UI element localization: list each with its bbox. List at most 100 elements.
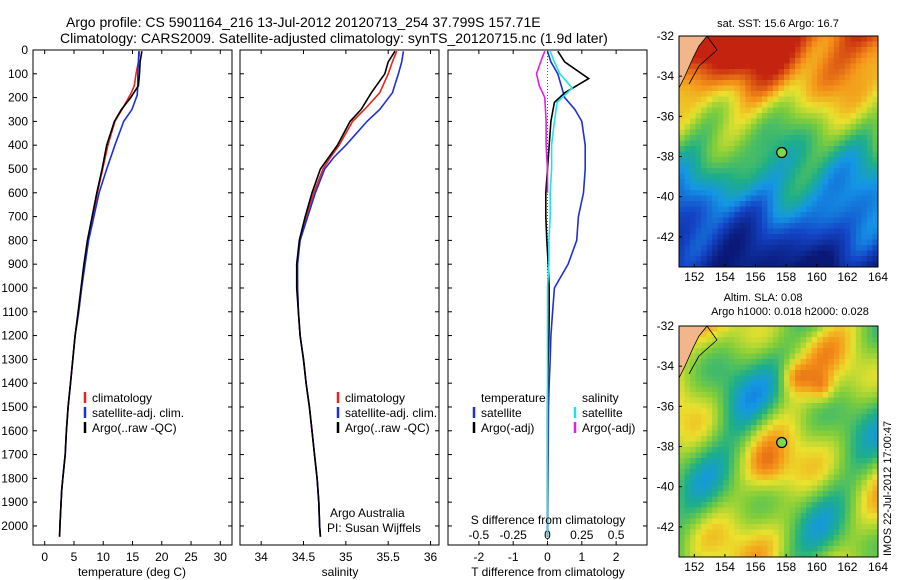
map-cell (728, 69, 735, 75)
map-cell (723, 41, 730, 48)
map-cell (839, 474, 846, 481)
map-cell (701, 91, 708, 97)
map-cell (784, 551, 790, 558)
map-cell (761, 201, 768, 207)
map-y-tick-label: -32 (657, 319, 675, 333)
map-cell (695, 463, 702, 470)
map-cell (750, 184, 757, 191)
map-cell (806, 52, 813, 59)
map-cell (772, 217, 779, 224)
map-cell (728, 551, 735, 558)
map-cell (855, 256, 862, 262)
argo-line (295, 50, 396, 537)
map-cell (706, 96, 713, 103)
map-cell (778, 414, 785, 420)
map-cell (690, 80, 696, 86)
map-cell (800, 157, 807, 163)
map-cell (706, 58, 713, 64)
map-cell (734, 135, 741, 141)
map-cell (734, 118, 741, 125)
map-cell (855, 52, 862, 59)
map-cell (739, 140, 746, 147)
map-cell (855, 201, 862, 207)
map-cell (806, 36, 813, 42)
map-cell (850, 96, 857, 103)
map-cell (728, 102, 735, 108)
map-cell (728, 47, 735, 53)
map-cell (739, 124, 746, 130)
map-cell (811, 452, 818, 459)
map-cell (789, 113, 796, 119)
map-cell (690, 102, 696, 108)
map-cell (750, 430, 757, 437)
map-cell (828, 364, 835, 371)
map-cell (806, 47, 813, 53)
map-cell (690, 551, 696, 558)
map-cell (745, 513, 752, 519)
map-cell (839, 370, 846, 376)
map-cell (690, 485, 696, 492)
map-cell (712, 452, 719, 459)
s-tick-label: -0.25 (500, 528, 528, 542)
map-cell (811, 102, 818, 108)
map-cell (739, 546, 746, 552)
map-cell (822, 452, 829, 459)
map-cell (806, 162, 813, 169)
map-cell (734, 201, 741, 207)
map-cell (723, 261, 730, 268)
map-cell (789, 102, 796, 108)
map-cell (695, 397, 702, 404)
map-cell (756, 430, 763, 437)
map-cell (822, 535, 829, 541)
map-cell (701, 381, 708, 387)
map-cell (712, 96, 719, 103)
map-cell (784, 436, 790, 442)
map-cell (690, 239, 696, 246)
map-cell (817, 502, 824, 508)
map-cell (690, 397, 696, 404)
map-cell (811, 337, 818, 343)
map-cell (833, 217, 840, 224)
map-cell (855, 524, 862, 530)
map-cell (844, 430, 851, 437)
map-cell (756, 502, 763, 508)
map-cell (679, 513, 685, 519)
map-cell (850, 113, 857, 119)
map-cell (789, 173, 796, 180)
map-cell (701, 195, 708, 202)
map-cell (850, 375, 857, 382)
map-cell (701, 485, 708, 492)
map-cell (745, 348, 752, 354)
map-cell (828, 513, 835, 519)
map-cell (756, 124, 763, 130)
sla-map-subtitle: Argo h1000: 0.018 h2000: 0.028 (711, 306, 869, 318)
map-cell (712, 370, 719, 376)
map-cell (734, 535, 741, 541)
map-cell (761, 96, 768, 103)
map-cell (684, 151, 691, 158)
difference-top-label: S difference from climatology (471, 513, 626, 527)
map-cell (861, 546, 868, 552)
map-cell (839, 80, 846, 86)
s-argo-diff-line (535, 50, 549, 193)
map-cell (756, 397, 763, 404)
map-cell (828, 102, 835, 108)
map-cell (839, 458, 846, 464)
map-cell (866, 118, 873, 125)
map-cell (833, 179, 840, 185)
map-cell (701, 348, 708, 354)
map-cell (734, 419, 741, 426)
map-cell (690, 392, 696, 398)
map-cell (745, 261, 752, 268)
x-tick-label: 35 (339, 550, 353, 564)
map-cell (734, 245, 741, 251)
map-cell (772, 91, 779, 97)
map-cell (690, 353, 696, 360)
map-cell (723, 469, 730, 475)
map-cell (679, 168, 685, 174)
map-cell (717, 63, 724, 70)
map-cell (717, 102, 724, 108)
map-cell (822, 326, 829, 332)
map-cell (811, 113, 818, 119)
map-cell (800, 168, 807, 174)
